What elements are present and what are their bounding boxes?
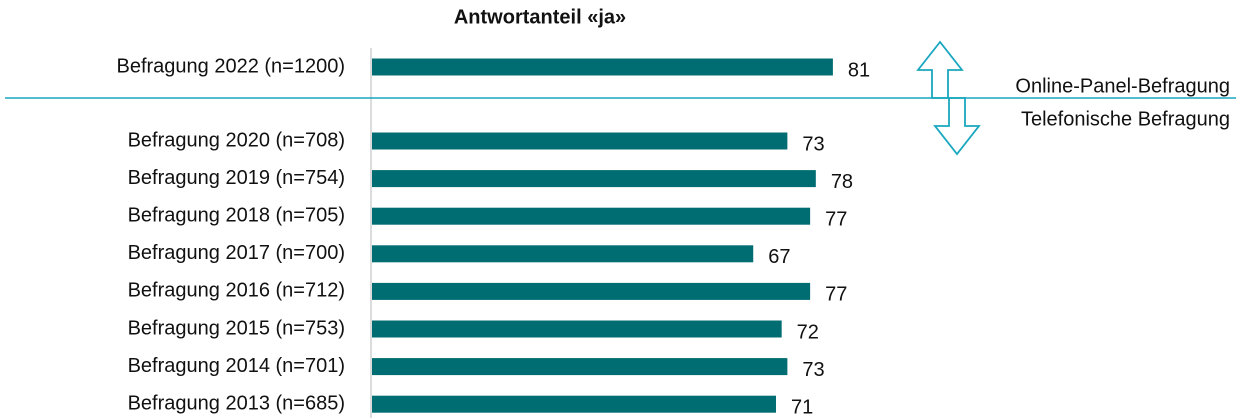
bar (372, 282, 811, 300)
value-label: 78 (831, 171, 853, 193)
y-tick-label: Befragung 2016 (n=712) (128, 280, 345, 302)
bar (372, 132, 788, 150)
chart-title: Antwortanteil «ja» (454, 6, 626, 28)
value-label: 72 (797, 321, 819, 343)
y-tick-label: Befragung 2020 (n=708) (128, 129, 345, 151)
y-tick-label: Befragung 2014 (n=701) (128, 355, 345, 377)
value-label: 77 (825, 208, 847, 230)
down-arrow (933, 97, 981, 156)
bar (372, 170, 816, 188)
bar (372, 58, 833, 76)
bar (372, 395, 776, 413)
y-tick-label: Befragung 2019 (n=754) (128, 167, 345, 189)
y-tick-label: Befragung 2017 (n=700) (128, 242, 345, 264)
y-tick-label: Befragung 2022 (n=1200) (116, 55, 345, 77)
value-label: 77 (825, 284, 847, 306)
y-tick-label: Befragung 2018 (n=705) (128, 204, 345, 226)
bar (372, 358, 788, 376)
y-tick-label: Befragung 2015 (n=753) (128, 317, 345, 339)
y-tick-label: Befragung 2013 (n=685) (128, 392, 345, 414)
annotation: Online-Panel-Befragung (1015, 75, 1230, 97)
bar (372, 245, 754, 263)
bar (372, 207, 811, 225)
value-label: 81 (848, 59, 870, 81)
bar (372, 320, 782, 338)
value-label: 67 (768, 246, 790, 268)
up-arrow (916, 40, 964, 99)
value-label: 73 (802, 133, 824, 155)
value-label: 71 (791, 396, 813, 418)
annotation: Telefonische Befragung (1021, 108, 1230, 130)
value-label: 73 (802, 359, 824, 381)
